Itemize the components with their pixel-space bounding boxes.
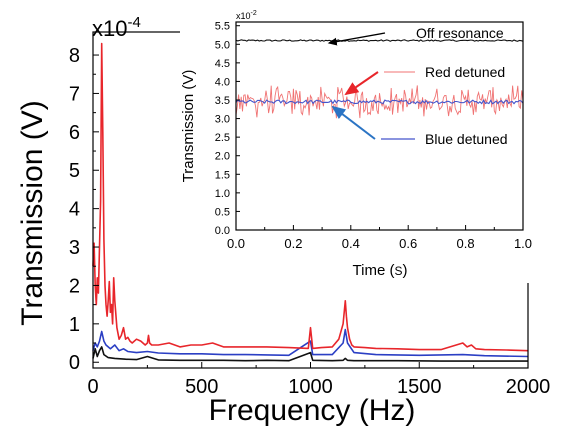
- main-y-tick-label: 8: [69, 45, 80, 67]
- inset-series-group: [235, 39, 524, 119]
- main-y-axis-label: Transmission (V): [16, 100, 49, 326]
- inset-y-tick-label: 0.0: [215, 225, 230, 237]
- inset-x-tick-label: 0.4: [342, 236, 360, 251]
- off-resonance-label: Off resonance: [416, 25, 504, 41]
- main-x-tick-label: 1000: [288, 376, 333, 398]
- inset-ticks-group: 0.0 0.2 0.4 0.6 0.8 1.0 0.0 0.5 1.0 1.5 2.0 2.5 3.0 3…: [215, 21, 532, 251]
- main-x-tick-label: 500: [185, 376, 218, 398]
- main-series-group: [92, 42, 529, 362]
- inset-y-tick-label: 1.5: [215, 169, 230, 181]
- main-x-axis-label: Frequency (Hz): [209, 394, 416, 427]
- main-y-tick-label: 2: [69, 275, 80, 297]
- inset-y-tick-label: 5.5: [215, 21, 230, 33]
- inset-y-tick-label: 4.5: [215, 58, 230, 70]
- inset-y-tick-label: 2.5: [215, 132, 230, 144]
- main-series-line-2: [92, 346, 528, 362]
- inset-series-line-1: [235, 85, 524, 119]
- inset-series-line-2: [235, 99, 524, 105]
- red-detuned-label: Red detuned: [425, 64, 505, 80]
- main-y-tick-label: 0: [69, 352, 80, 374]
- inset-x-tick-label: 0.8: [457, 236, 475, 251]
- off-resonance-arrow: [327, 32, 386, 46]
- inset-y-tick-label: 4.0: [215, 76, 230, 88]
- inset-y-tick-label: 3.0: [215, 114, 230, 126]
- red-detuned-arrow: [344, 71, 379, 96]
- main-series-line-1: [92, 328, 529, 358]
- main-y-multiplier: x10-4: [92, 14, 141, 41]
- blue-detuned-arrow: [331, 105, 376, 140]
- inset-x-axis-label: Time (S): [353, 262, 408, 279]
- inset-x-tick-label: 0.0: [227, 236, 245, 251]
- main-x-tick-label: 1500: [397, 376, 442, 398]
- blue-detuned-label: Blue detuned: [425, 131, 508, 147]
- inset-plot: 0.0 0.2 0.4 0.6 0.8 1.0 0.0 0.5 1.0 1.5 2.0 2.5 3.0 3…: [180, 8, 550, 283]
- main-plot: 0 500 1000 1500 2000 0 1 2 3 4 5 6 7 8 x10-4 Frequenc…: [16, 14, 550, 427]
- inset-series-line-0: [235, 39, 524, 42]
- main-y-tick-label: 1: [69, 314, 80, 336]
- inset-y-tick-label: 2.0: [215, 151, 230, 163]
- main-y-tick-label: 6: [69, 122, 80, 144]
- main-ticks-group: 0 500 1000 1500 2000 0 1 2 3 4 5 6 7 8: [69, 45, 550, 398]
- main-y-tick-label: 5: [69, 160, 80, 182]
- main-x-tick-label: 2000: [506, 376, 551, 398]
- main-y-tick-label: 3: [69, 237, 80, 259]
- inset-y-multiplier: x10-2: [236, 10, 257, 21]
- inset-x-tick-label: 0.2: [284, 236, 302, 251]
- main-y-tick-label: 4: [69, 199, 80, 221]
- inset-y-tick-label: 0.5: [215, 206, 230, 218]
- inset-y-tick-label: 5.0: [215, 39, 230, 51]
- main-series-line-0: [92, 42, 529, 352]
- inset-y-tick-label: 3.5: [215, 95, 230, 107]
- inset-x-tick-label: 0.6: [399, 236, 417, 251]
- inset-x-tick-label: 1.0: [514, 236, 532, 251]
- main-x-tick-label: 0: [87, 376, 98, 398]
- inset-y-tick-label: 1.0: [215, 188, 230, 200]
- inset-background: [180, 8, 550, 283]
- inset-y-axis-label: Transmission (V): [180, 70, 197, 183]
- main-y-tick-label: 7: [69, 83, 80, 105]
